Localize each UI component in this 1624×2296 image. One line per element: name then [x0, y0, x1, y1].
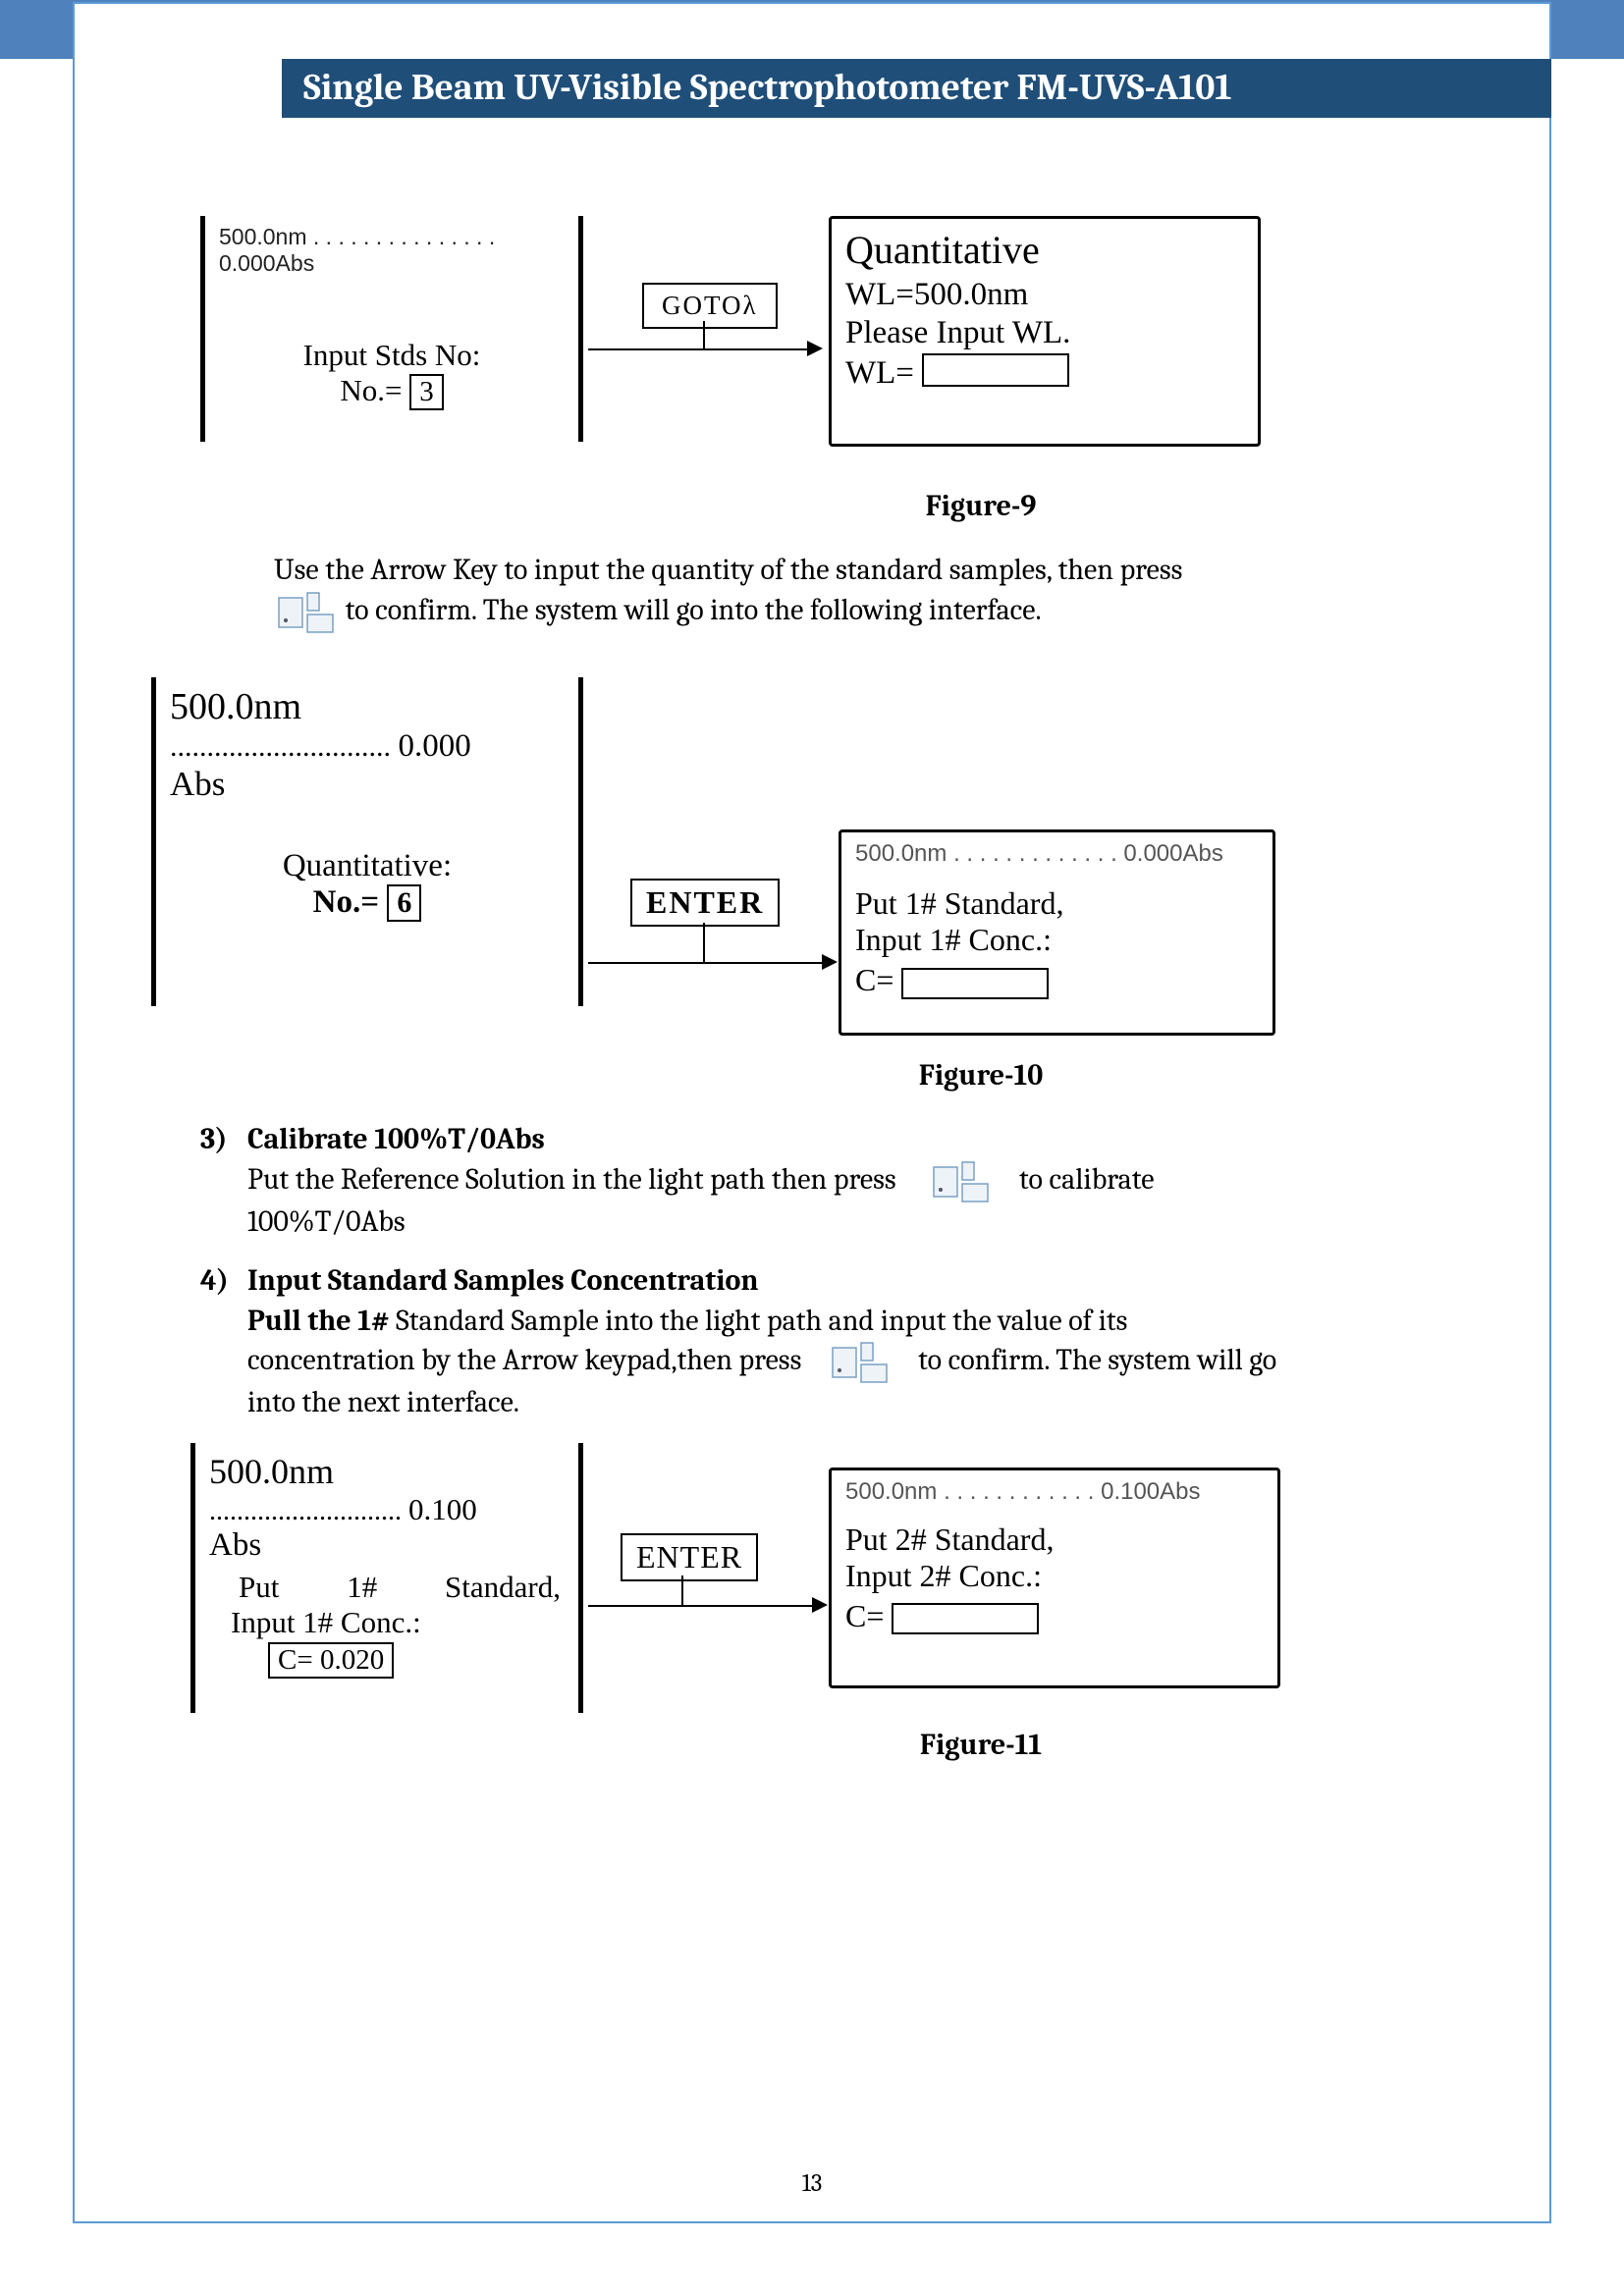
fig10-abs: Abs [170, 765, 565, 804]
fig10-r-l2: Input 1# Conc.: [855, 922, 1259, 958]
fig9-r-line4: WL= [845, 355, 914, 391]
figure-11: 500.0nm ............................ 0.1… [190, 1443, 1487, 1718]
fig9-arrow-line [588, 348, 809, 350]
fig11-l1b: 1# [347, 1570, 377, 1605]
fig10-arrow-v [703, 923, 705, 962]
fig11-left-panel: 500.0nm ............................ 0.1… [190, 1443, 583, 1713]
enter-key-icon [278, 592, 335, 633]
doc-title-bar: Single Beam UV-Visible Spectrophotometer… [282, 59, 1551, 118]
fig11-r-l1: Put 2# Standard, [845, 1522, 1264, 1558]
step4-bold: Pull the 1# [247, 1304, 390, 1338]
fig9-r-line3: Please Input WL. [845, 315, 1244, 351]
fig9-goto-button: GOTOλ [642, 283, 778, 329]
step-4: 4) Input Standard Samples Concentration … [200, 1261, 1280, 1423]
fig10-right-panel: 500.0nm . . . . . . . . . . . . . 0.000A… [839, 829, 1275, 1036]
fig10-r-top: 500.0nm . . . . . . . . . . . . . 0.000A… [855, 840, 1259, 868]
fig9-input-stds-label: Input Stds No: [303, 338, 481, 372]
fig11-caption: Figure-11 [475, 1728, 1487, 1762]
fig9-caption: Figure-9 [475, 489, 1487, 523]
fig9-r-line1: Quantitative [845, 227, 1244, 273]
para1-a: Use the Arrow Key to input the quantity … [274, 553, 1182, 587]
fig9-arrow-head [807, 341, 823, 356]
fig10-r-l1: Put 1# Standard, [855, 885, 1259, 922]
fig10-no-label: No.= [313, 884, 379, 920]
fig9-left-topline: 500.0nm . . . . . . . . . . . . . . . 0.… [219, 224, 565, 277]
figure-10: 500.0nm .............................. 0… [151, 677, 1487, 1031]
fig10-wl: 500.0nm [170, 685, 565, 728]
fig11-c-input [892, 1603, 1039, 1634]
step3-num: 3) [200, 1120, 227, 1160]
fig11-arrow-line [588, 1605, 814, 1607]
fig10-q-label: Quantitative: [283, 848, 452, 883]
fig11-l1a: Put [239, 1570, 279, 1605]
para1-b: to confirm. The system will go into the … [346, 593, 1042, 627]
fig9-arrow-v [703, 321, 705, 348]
step4-title: Input Standard Samples Concentration [247, 1263, 759, 1298]
fig10-caption: Figure-10 [475, 1058, 1487, 1093]
fig10-dots: .............................. [170, 730, 391, 763]
page-content: 500.0nm . . . . . . . . . . . . . . . 0.… [151, 196, 1487, 1789]
fig10-left-panel: 500.0nm .............................. 0… [151, 677, 583, 1006]
para-after-fig9: Use the Arrow Key to input the quantity … [274, 551, 1315, 633]
fig11-wl: 500.0nm [209, 1451, 565, 1492]
page-number: 13 [0, 2169, 1624, 2198]
fig10-arrow-line [588, 962, 824, 964]
doc-title: Single Beam UV-Visible Spectrophotometer… [303, 67, 1232, 109]
fig10-no-value: 6 [387, 884, 421, 922]
figure-9: 500.0nm . . . . . . . . . . . . . . . 0.… [200, 216, 1487, 461]
step4-num: 4) [200, 1261, 229, 1302]
fig11-dots: ............................ [209, 1496, 402, 1526]
step-3: 3) Calibrate 100%T/0Abs Put the Referenc… [200, 1120, 1280, 1242]
zero-key-icon [933, 1161, 990, 1202]
step3-text-a: Put the Reference Solution in the light … [247, 1162, 896, 1197]
fig9-left-panel: 500.0nm . . . . . . . . . . . . . . . 0.… [200, 216, 583, 442]
fig11-right-panel: 500.0nm . . . . . . . . . . . . 0.100Abs… [829, 1468, 1280, 1688]
fig11-r-top: 500.0nm . . . . . . . . . . . . 0.100Abs [845, 1478, 1264, 1506]
fig11-l2: Input 1# Conc.: [209, 1605, 565, 1640]
fig11-l1c: Standard, [445, 1570, 561, 1605]
fig11-c-value: C= 0.020 [268, 1642, 394, 1679]
fig10-enter-button: ENTER [630, 879, 780, 927]
fig9-wl-input [922, 353, 1069, 387]
fig11-r-l3: C= [845, 1598, 884, 1633]
fig11-val: 0.100 [408, 1492, 477, 1526]
fig10-val: 0.000 [399, 728, 471, 764]
fig10-c-input [901, 968, 1049, 999]
fig9-r-line2: WL=500.0nm [845, 277, 1244, 313]
fig9-right-panel: Quantitative WL=500.0nm Please Input WL.… [829, 216, 1261, 447]
fig11-arrow-v [681, 1575, 683, 1605]
enter-key-icon-2 [832, 1342, 889, 1383]
fig11-r-l2: Input 2# Conc.: [845, 1558, 1264, 1594]
fig10-arrow-head [822, 954, 838, 970]
fig11-arrow-head [812, 1597, 828, 1613]
fig9-no-label: No.= [340, 373, 402, 407]
fig10-r-l3: C= [855, 962, 893, 997]
step3-title: Calibrate 100%T/0Abs [247, 1122, 545, 1156]
fig9-no-value: 3 [409, 374, 444, 410]
fig11-abs: Abs [209, 1527, 565, 1564]
fig11-enter-button: ENTER [621, 1533, 758, 1581]
